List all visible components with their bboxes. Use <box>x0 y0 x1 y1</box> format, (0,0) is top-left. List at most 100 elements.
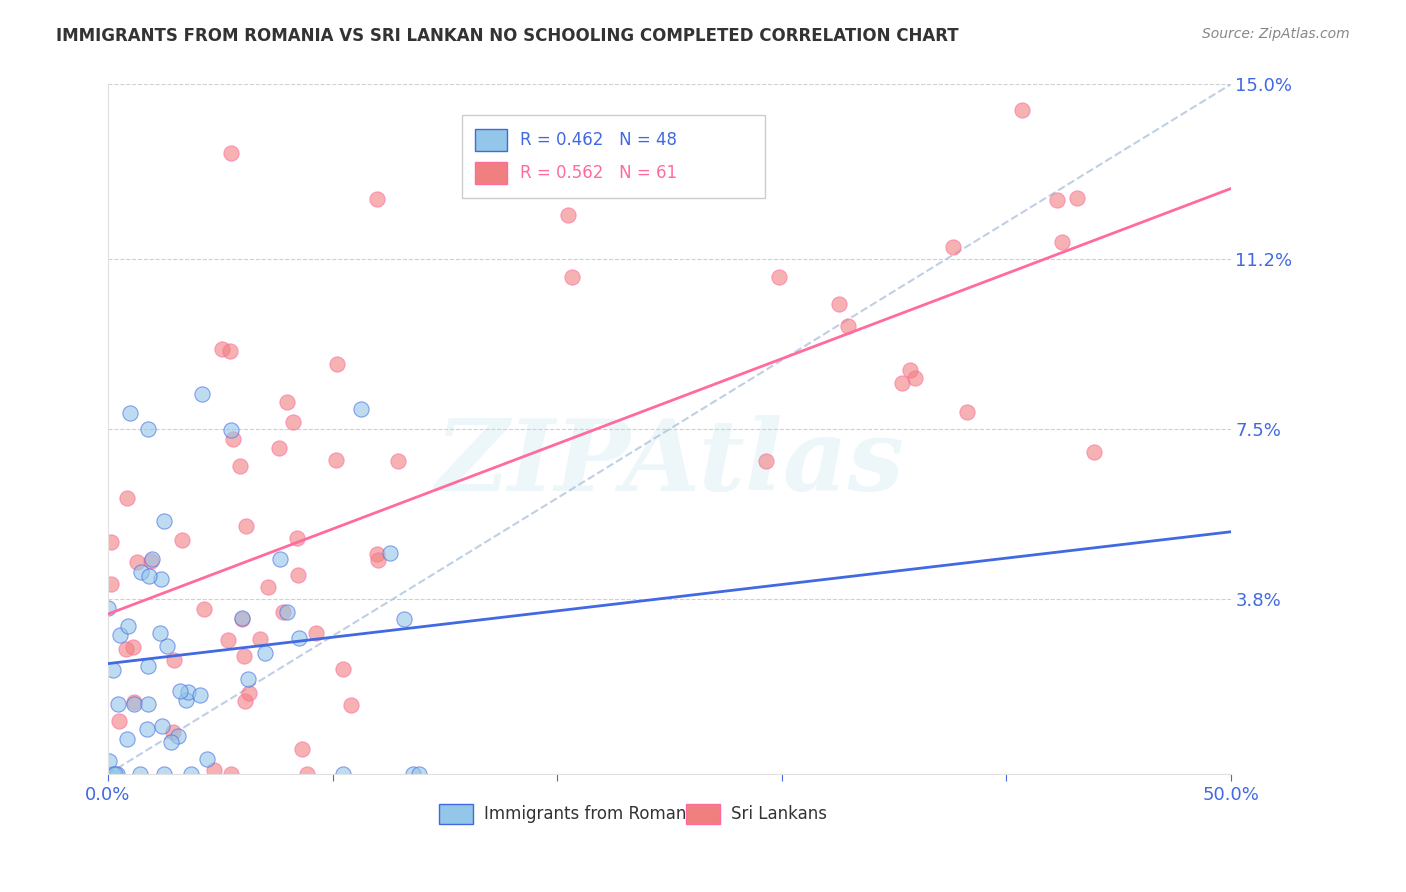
Point <box>139 553 162 567</box>
Text: R = 0.562   N = 61: R = 0.562 N = 61 <box>520 164 678 182</box>
Point <box>1083 444 1105 458</box>
Point <box>108 714 131 729</box>
Point <box>153 514 176 528</box>
Point <box>98 754 121 768</box>
Point <box>104 767 127 781</box>
Point <box>148 625 170 640</box>
Point <box>191 387 214 401</box>
Point <box>350 401 373 416</box>
Text: Source: ZipAtlas.com: Source: ZipAtlas.com <box>1202 27 1350 41</box>
Point <box>287 567 309 582</box>
Point <box>129 566 152 580</box>
Point <box>768 269 790 284</box>
Point <box>1011 103 1033 117</box>
Point <box>326 357 349 371</box>
Point <box>107 697 129 711</box>
Point <box>150 719 173 733</box>
Point <box>956 405 979 419</box>
Point <box>202 763 225 777</box>
Point <box>101 663 124 677</box>
Point <box>238 672 260 686</box>
Point <box>257 580 280 594</box>
Point <box>121 640 143 655</box>
Text: ZIPAtlas: ZIPAtlas <box>434 416 904 512</box>
Point <box>195 752 218 766</box>
Point <box>249 632 271 646</box>
Point <box>231 612 253 626</box>
Point <box>122 698 145 712</box>
Point <box>136 659 159 673</box>
Point <box>211 343 233 357</box>
Point <box>755 454 778 468</box>
Point <box>231 611 253 625</box>
Point <box>898 363 921 377</box>
Point <box>392 611 415 625</box>
Point <box>169 683 191 698</box>
Point <box>162 724 184 739</box>
Point <box>174 693 197 707</box>
Point <box>103 767 125 781</box>
Point <box>253 646 276 660</box>
Point <box>1066 191 1088 205</box>
Point <box>291 741 314 756</box>
Point <box>138 422 160 436</box>
Point <box>162 653 184 667</box>
Point <box>110 628 132 642</box>
Point <box>167 729 190 743</box>
Point <box>276 606 298 620</box>
Point <box>378 546 401 560</box>
Point <box>221 767 243 781</box>
Point <box>170 533 193 547</box>
Point <box>219 424 242 438</box>
Point <box>340 698 363 712</box>
Point <box>138 568 160 582</box>
Point <box>408 767 430 781</box>
Point <box>891 376 914 390</box>
FancyBboxPatch shape <box>475 128 506 152</box>
Point <box>218 343 240 358</box>
Point <box>366 193 388 207</box>
Point <box>557 208 579 222</box>
Point <box>177 684 200 698</box>
Point <box>332 767 354 781</box>
Point <box>285 531 308 545</box>
Point <box>238 686 260 700</box>
Point <box>117 491 139 505</box>
Point <box>304 625 326 640</box>
Point <box>942 240 965 254</box>
Point <box>233 694 256 708</box>
Point <box>271 606 294 620</box>
Point <box>267 441 290 455</box>
Point <box>160 735 183 749</box>
Text: IMMIGRANTS FROM ROMANIA VS SRI LANKAN NO SCHOOLING COMPLETED CORRELATION CHART: IMMIGRANTS FROM ROMANIA VS SRI LANKAN NO… <box>56 27 959 45</box>
Point <box>217 633 239 648</box>
Point <box>561 270 583 285</box>
Point <box>114 641 136 656</box>
Point <box>118 406 141 420</box>
Point <box>138 697 160 711</box>
Point <box>269 551 291 566</box>
Point <box>153 767 176 781</box>
Point <box>135 723 157 737</box>
Point <box>105 767 128 781</box>
Point <box>100 577 122 591</box>
Point <box>325 452 347 467</box>
Point <box>366 547 388 561</box>
Point <box>827 297 849 311</box>
Point <box>288 632 311 646</box>
Point <box>117 619 139 633</box>
Point <box>1046 193 1069 207</box>
Point <box>283 416 305 430</box>
Text: Immigrants from Romania: Immigrants from Romania <box>484 805 702 823</box>
Point <box>401 767 423 781</box>
Point <box>232 648 254 663</box>
Point <box>100 535 122 549</box>
Point <box>188 688 211 702</box>
Point <box>229 458 252 473</box>
Point <box>180 767 202 781</box>
Point <box>276 395 298 409</box>
Point <box>129 767 152 781</box>
Point <box>124 695 146 709</box>
Point <box>297 767 319 781</box>
Point <box>150 573 173 587</box>
